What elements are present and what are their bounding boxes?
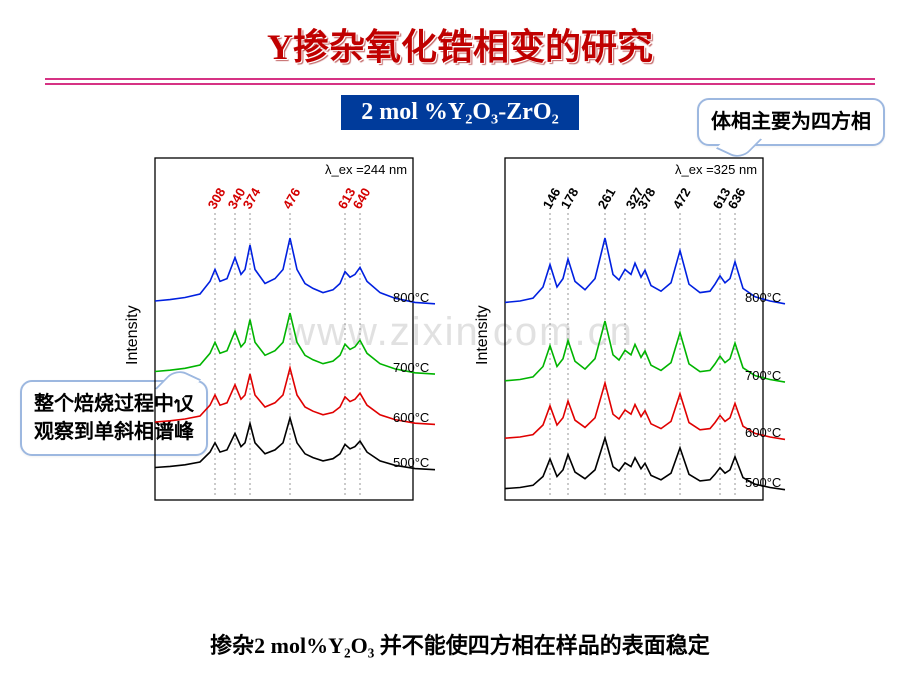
spectrum-curve — [505, 321, 785, 382]
series-label: 500°C — [393, 455, 429, 470]
spectrum-curve — [505, 438, 785, 490]
series-label: 500°C — [745, 475, 781, 490]
page-title: Y掺杂氧化锆相变的研究 — [0, 0, 920, 78]
chart-right-325nm: Intensityλ_ex =325 nm1461782613273784726… — [475, 140, 795, 545]
peak-label: 261 — [595, 185, 619, 211]
callout-bulk-phase: 体相主要为四方相 — [697, 98, 885, 146]
series-label: 800°C — [745, 290, 781, 305]
series-label: 600°C — [393, 410, 429, 425]
chart-left-244nm: Intensityλ_ex =244 nm3083403744766136408… — [125, 140, 445, 545]
series-label: 700°C — [393, 360, 429, 375]
subtitle-badge: 2 mol %Y₂O₃-ZrO₂ — [341, 95, 579, 130]
peak-label: 374 — [240, 185, 264, 212]
peak-label: 640 — [350, 185, 374, 211]
peak-label: 472 — [670, 185, 694, 211]
peak-label: 636 — [725, 185, 749, 211]
caption: 掺杂2 mol%Y₂O₃ 并不能使四方相在样品的表面稳定 — [0, 628, 920, 660]
peak-label: 308 — [205, 185, 229, 211]
chart-row: Intensityλ_ex =244 nm3083403744766136408… — [0, 140, 920, 545]
title-separator — [45, 78, 875, 85]
series-label: 700°C — [745, 368, 781, 383]
series-label: 600°C — [745, 425, 781, 440]
axis-label-y: Intensity — [125, 305, 141, 365]
axis-label-y: Intensity — [475, 305, 491, 365]
spectrum-curve — [505, 383, 785, 439]
chart-condition: λ_ex =325 nm — [675, 162, 757, 177]
peak-label: 178 — [558, 185, 582, 211]
series-label: 800°C — [393, 290, 429, 305]
chart-condition: λ_ex =244 nm — [325, 162, 407, 177]
peak-label: 476 — [280, 185, 304, 211]
